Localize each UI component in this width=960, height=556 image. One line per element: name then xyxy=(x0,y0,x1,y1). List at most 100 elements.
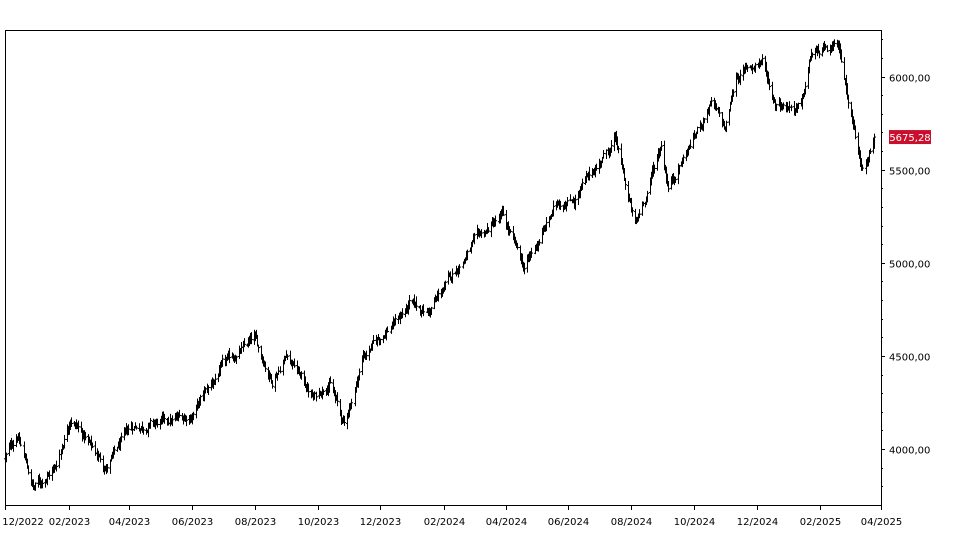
x-tick-label: 08/2023 xyxy=(235,517,277,528)
price-bar xyxy=(70,417,73,427)
price-bar xyxy=(502,205,505,216)
price-bar xyxy=(214,373,217,386)
price-bar xyxy=(171,415,174,427)
y-tick-label: 5000,00 xyxy=(889,260,930,271)
price-bar xyxy=(797,102,800,109)
price-bar xyxy=(682,154,685,165)
price-bar xyxy=(167,416,170,426)
x-tick-label: 06/2024 xyxy=(548,517,590,528)
price-bar xyxy=(674,176,677,183)
price-bar xyxy=(768,78,771,91)
price-bar xyxy=(516,242,519,250)
price-bar xyxy=(221,354,224,367)
price-bar xyxy=(286,354,289,361)
y-tick-label: 6000,00 xyxy=(889,74,930,85)
price-bar xyxy=(178,409,181,418)
price-bar xyxy=(509,229,512,234)
price-bar xyxy=(315,391,318,402)
price-bar xyxy=(279,366,282,374)
x-tick-label: 02/2024 xyxy=(424,517,466,528)
price-bar xyxy=(667,181,670,193)
price-bar xyxy=(545,216,548,232)
plot-frame xyxy=(5,30,882,506)
price-bar xyxy=(444,280,447,291)
price-bar xyxy=(552,200,555,217)
price-bar xyxy=(343,415,346,426)
price-bar xyxy=(732,89,735,97)
price-bar xyxy=(523,262,526,275)
price-bar xyxy=(804,81,807,95)
price-bar xyxy=(480,229,483,239)
price-bar xyxy=(751,63,754,75)
price-bar xyxy=(473,232,476,245)
price-bar xyxy=(826,45,829,53)
price-bar xyxy=(824,43,827,50)
price-bar xyxy=(293,358,296,368)
price-bar xyxy=(595,163,598,171)
price-bar xyxy=(746,64,749,72)
price-bar xyxy=(63,435,66,449)
price-bar xyxy=(217,373,220,383)
price-bar xyxy=(610,140,613,153)
last-price-marker: 5675,28 xyxy=(889,130,931,145)
price-bar xyxy=(430,306,433,316)
price-bar xyxy=(588,166,591,181)
price-bar xyxy=(264,361,267,373)
price-bar xyxy=(754,62,757,73)
price-bar xyxy=(574,194,577,211)
price-bar xyxy=(703,118,706,124)
price-bar xyxy=(725,120,728,133)
price-bars xyxy=(4,39,876,491)
x-tick-label: 10/2023 xyxy=(298,517,340,528)
price-bar xyxy=(790,104,793,112)
price-bar xyxy=(106,464,109,473)
price-bar xyxy=(135,425,138,430)
x-tick-label: 04/2025 xyxy=(861,517,903,528)
price-bar xyxy=(602,149,605,159)
price-bar xyxy=(358,368,361,381)
price-bar xyxy=(313,391,316,400)
price-bar xyxy=(149,417,152,429)
x-tick-label: 02/2025 xyxy=(800,517,842,528)
price-bar xyxy=(156,418,159,428)
price-bar xyxy=(581,178,584,190)
last-price-label: 5675,28 xyxy=(889,133,930,144)
price-bar xyxy=(854,125,857,140)
price-bar xyxy=(163,413,166,424)
price-bar xyxy=(696,126,699,135)
x-tick-label: 08/2024 xyxy=(611,517,653,528)
price-bar xyxy=(840,49,843,63)
price-bar xyxy=(48,470,51,480)
price-bar xyxy=(386,326,389,333)
y-tick-label: 5500,00 xyxy=(889,167,930,178)
price-bar xyxy=(408,295,411,310)
last-price-badge xyxy=(889,130,931,145)
price-bar xyxy=(5,452,8,463)
price-bar xyxy=(55,460,58,472)
x-tick-label: 04/2024 xyxy=(486,517,528,528)
price-bar xyxy=(818,50,821,59)
price-bar xyxy=(307,383,310,398)
price-bar xyxy=(113,445,116,455)
price-bar xyxy=(257,344,260,353)
price-bar xyxy=(538,239,541,246)
price-bar xyxy=(710,97,713,107)
price-bar xyxy=(127,424,130,436)
price-bar xyxy=(19,436,22,447)
price-bar xyxy=(120,432,123,443)
price-bar xyxy=(451,268,454,284)
price-bar xyxy=(322,389,325,396)
price-bar xyxy=(559,200,562,210)
price-bar xyxy=(94,441,97,456)
price-bar xyxy=(300,371,303,380)
price-bar xyxy=(494,215,497,227)
price-bar xyxy=(624,177,627,190)
price-bar xyxy=(739,69,742,86)
price-bar xyxy=(336,392,339,407)
price-bar xyxy=(350,398,353,410)
x-tick-label: 06/2023 xyxy=(172,517,214,528)
price-bar xyxy=(41,478,44,489)
price-bar xyxy=(185,415,188,427)
price-bar xyxy=(811,52,814,58)
price-bar xyxy=(689,139,692,149)
